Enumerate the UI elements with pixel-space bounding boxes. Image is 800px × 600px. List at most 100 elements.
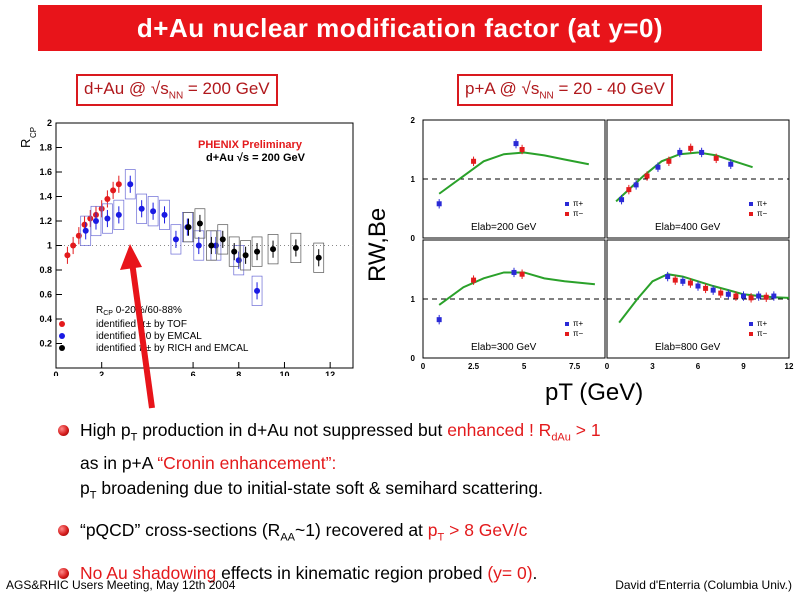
data-point [699, 149, 705, 155]
b1-line3-b: broadening due to initial-state soft & s… [96, 477, 543, 498]
legend-marker-piminus [565, 212, 569, 216]
legend-marker-tof [59, 321, 65, 327]
data-point [677, 149, 683, 155]
data-point [150, 208, 157, 215]
data-point [633, 182, 639, 188]
y-tick-label: 1.2 [39, 216, 52, 226]
b1-b: production in d+Au not suppressed but [137, 420, 448, 440]
data-point [219, 236, 226, 243]
b2-a: “pQCD” cross-sections (R [80, 520, 281, 540]
data-point [242, 252, 249, 259]
data-point [64, 252, 71, 259]
data-point [713, 155, 719, 161]
data-point [161, 211, 168, 218]
y-tick-label: 0.6 [39, 290, 52, 300]
box-right-sub: NN [539, 90, 554, 102]
prelim-label: PHENIX Preliminary [198, 139, 303, 151]
x-tick-label: 12 [325, 370, 335, 376]
data-point [687, 280, 693, 286]
legend-piplus: π+ [757, 199, 768, 208]
legend-marker-piminus [749, 212, 753, 216]
b1-d: R [533, 420, 552, 440]
syst-box [267, 234, 279, 265]
legend-title-post: 0-20%/60-88% [113, 305, 182, 316]
legend-marker-piminus [749, 332, 753, 336]
data-point [619, 197, 625, 203]
data-point [519, 271, 525, 277]
data-point [756, 293, 762, 299]
syst-box [233, 245, 245, 276]
data-point [92, 218, 99, 224]
legend-marker-rich [59, 345, 65, 351]
bullet-1: High p T production in d+Au not suppresse… [58, 418, 778, 508]
y-tick-label: 1.6 [39, 167, 52, 177]
legend-item-emcal: identified π0 by EMCAL [96, 331, 202, 342]
data-point [644, 173, 650, 179]
panel-label: Elab=800 GeV [655, 342, 721, 353]
data-point [195, 242, 202, 249]
data-point [115, 181, 122, 188]
b1-c: enhanced ! [447, 420, 534, 440]
y-tick-label: 0.4 [39, 314, 52, 324]
data-point [680, 278, 686, 284]
data-point [519, 147, 525, 152]
syst-box [159, 199, 170, 230]
x-tick-label: 9 [741, 362, 746, 371]
legend-title: RCP 0-20%/60-88% [96, 305, 182, 317]
panel-label: Elab=200 GeV [471, 222, 537, 233]
legend-title-sub: CP [103, 310, 113, 317]
legend-piminus: π− [573, 329, 584, 338]
data-point [626, 187, 632, 193]
panel-1: Elab=400 GeV π+π− [606, 119, 790, 239]
data-point [82, 227, 89, 234]
b3-d: . [532, 562, 538, 583]
data-point [110, 187, 117, 194]
data-point [98, 205, 105, 212]
data-point [655, 164, 661, 170]
legend-title-pre: R [96, 305, 103, 316]
x-tick-label: 0 [53, 370, 58, 376]
data-point [672, 277, 678, 283]
y-tick-label: 0 [411, 354, 416, 363]
data-point [741, 293, 746, 299]
syst-box [102, 203, 113, 234]
b1-a: High p [80, 420, 131, 440]
data-point [763, 294, 769, 300]
arrow-shaft [129, 261, 155, 409]
b1-line3-sub: T [89, 489, 97, 501]
data-point [315, 254, 322, 261]
data-point [104, 215, 111, 222]
x-tick-label: 3 [650, 362, 655, 371]
syst-box [183, 212, 194, 243]
x-tick-label: 12 [785, 362, 794, 371]
x-tick-label: 6 [696, 362, 701, 371]
data-point [511, 269, 517, 275]
box-right-post: = 20 - 40 GeV [553, 79, 665, 98]
data-point [115, 211, 122, 218]
data-point [81, 221, 88, 228]
x-tick-label: 7.5 [569, 362, 581, 371]
data-point [212, 242, 219, 249]
y-tick-label: 0.2 [39, 339, 52, 349]
syst-box [193, 230, 205, 261]
legend-piminus: π− [757, 209, 768, 218]
data-point [235, 257, 242, 264]
panel-label: Elab=400 GeV [655, 222, 721, 233]
data-point [725, 291, 731, 297]
legend-marker-piplus [749, 202, 753, 206]
data-point [138, 205, 145, 212]
panel-label: Elab=300 GeV [471, 342, 537, 353]
data-point [471, 277, 477, 283]
data-point [254, 287, 261, 294]
b3-b: effects in kinematic region probed [216, 562, 488, 583]
y-tick-label: 1.8 [39, 143, 52, 153]
bullet-2: “pQCD” cross-sections (RAA~1) recovered … [58, 518, 778, 551]
rcp-plot: 0246810120.20.40.60.811.21.41.61.82 PHEN… [18, 118, 354, 376]
data-point [748, 295, 754, 301]
b1-d-sub: dAu [551, 431, 571, 444]
label-box-pa: p+A @ √sNN = 20 - 40 GeV [457, 74, 673, 107]
syst-box [147, 196, 159, 227]
model-curve [438, 151, 590, 195]
model-curve [615, 151, 753, 203]
